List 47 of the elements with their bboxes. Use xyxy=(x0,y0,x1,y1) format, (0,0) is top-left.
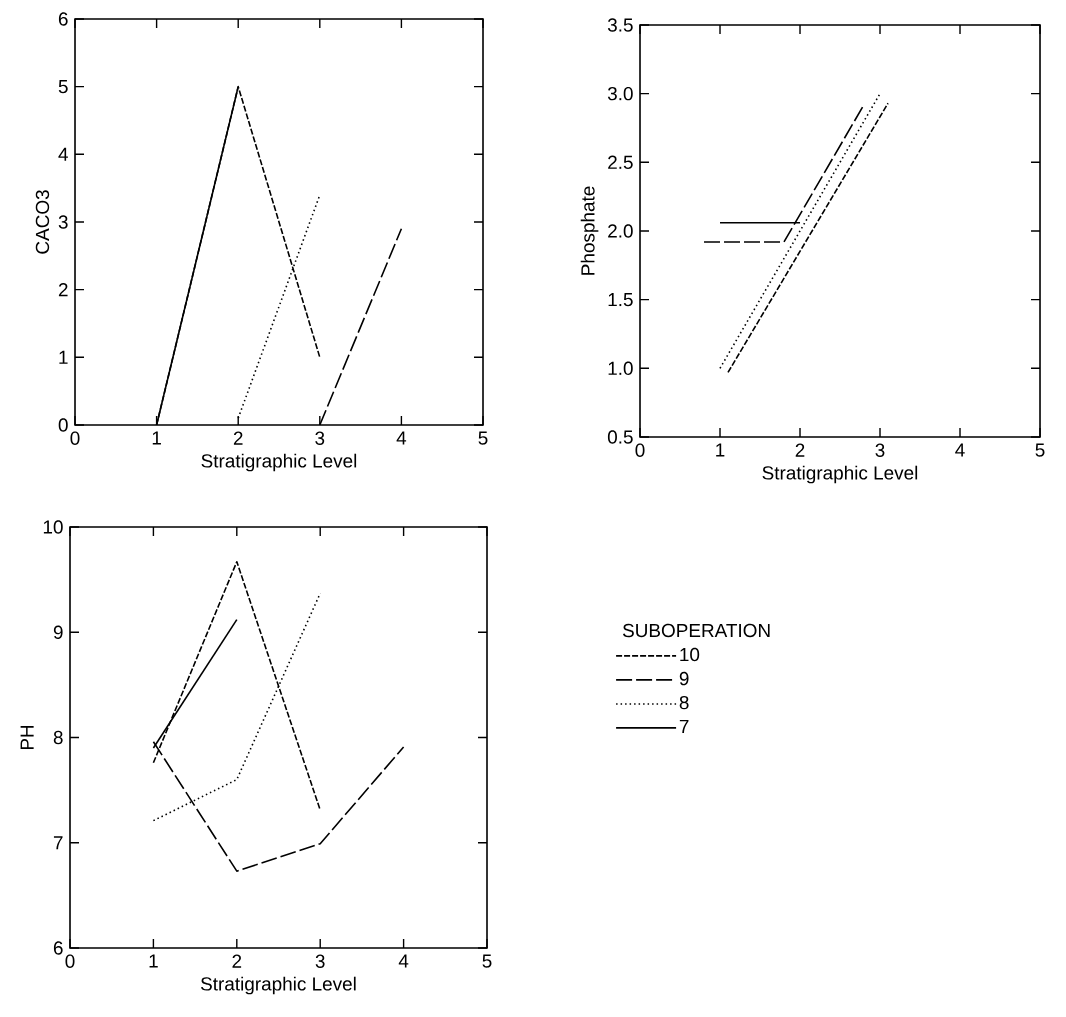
legend-label: 10 xyxy=(680,647,700,662)
x-tick-label: 5 xyxy=(1035,443,1045,457)
x-tick-label: 4 xyxy=(396,431,407,445)
x-tick-label: 1 xyxy=(716,443,725,457)
y-tick-label: 0 xyxy=(58,418,68,432)
x-tick-label: 3 xyxy=(875,443,885,457)
y-axis-title: PH xyxy=(20,725,34,750)
legend-label: 9 xyxy=(679,671,689,686)
y-tick-label: 3 xyxy=(58,215,68,229)
y-tick-label: 4 xyxy=(58,147,68,161)
x-axis-title: Stratigraphic Level xyxy=(762,465,918,484)
x-tick-label: 5 xyxy=(482,954,492,968)
y-tick-label: 1.0 xyxy=(608,361,633,376)
x-tick-label: 3 xyxy=(315,954,325,968)
x-tick-label: 3 xyxy=(315,431,325,445)
x-axis-title: Stratigraphic Level xyxy=(200,976,356,995)
y-tick-label: 8 xyxy=(53,730,63,745)
y-tick-label: 3.0 xyxy=(607,86,633,101)
y-tick-label: 1 xyxy=(59,350,68,364)
x-tick-label: 4 xyxy=(398,954,409,968)
y-tick-label: 2.5 xyxy=(608,155,633,170)
y-tick-label: 7 xyxy=(53,836,63,850)
legend-label: 7 xyxy=(679,719,689,733)
x-tick-label: 1 xyxy=(152,431,161,445)
y-axis-title: Phosphate xyxy=(580,186,599,275)
y-tick-label: 2.0 xyxy=(608,224,633,238)
legend-title: SUBOPERATION xyxy=(622,623,770,638)
x-tick-label: 0 xyxy=(70,431,80,445)
y-tick-label: 2 xyxy=(58,283,68,297)
legend-label: 8 xyxy=(679,695,689,710)
y-tick-label: 6 xyxy=(53,941,63,955)
x-tick-label: 2 xyxy=(233,431,243,445)
x-tick-label: 5 xyxy=(478,431,488,445)
y-tick-label: 5 xyxy=(58,80,68,94)
y-tick-label: 6 xyxy=(58,12,68,26)
y-tick-label: 0.5 xyxy=(607,430,633,444)
x-tick-label: 2 xyxy=(795,443,805,457)
y-tick-label: 9 xyxy=(53,625,63,639)
x-tick-label: 4 xyxy=(955,443,965,457)
x-tick-label: 1 xyxy=(149,954,158,968)
y-tick-label: 10 xyxy=(43,520,63,534)
x-tick-label: 0 xyxy=(635,443,645,457)
x-tick-label: 2 xyxy=(232,954,242,968)
y-tick-label: 3.5 xyxy=(607,18,633,32)
x-axis-title: Stratigraphic Level xyxy=(201,453,357,472)
y-axis-title: CACO3 xyxy=(35,190,50,254)
y-tick-label: 1.5 xyxy=(608,293,633,307)
